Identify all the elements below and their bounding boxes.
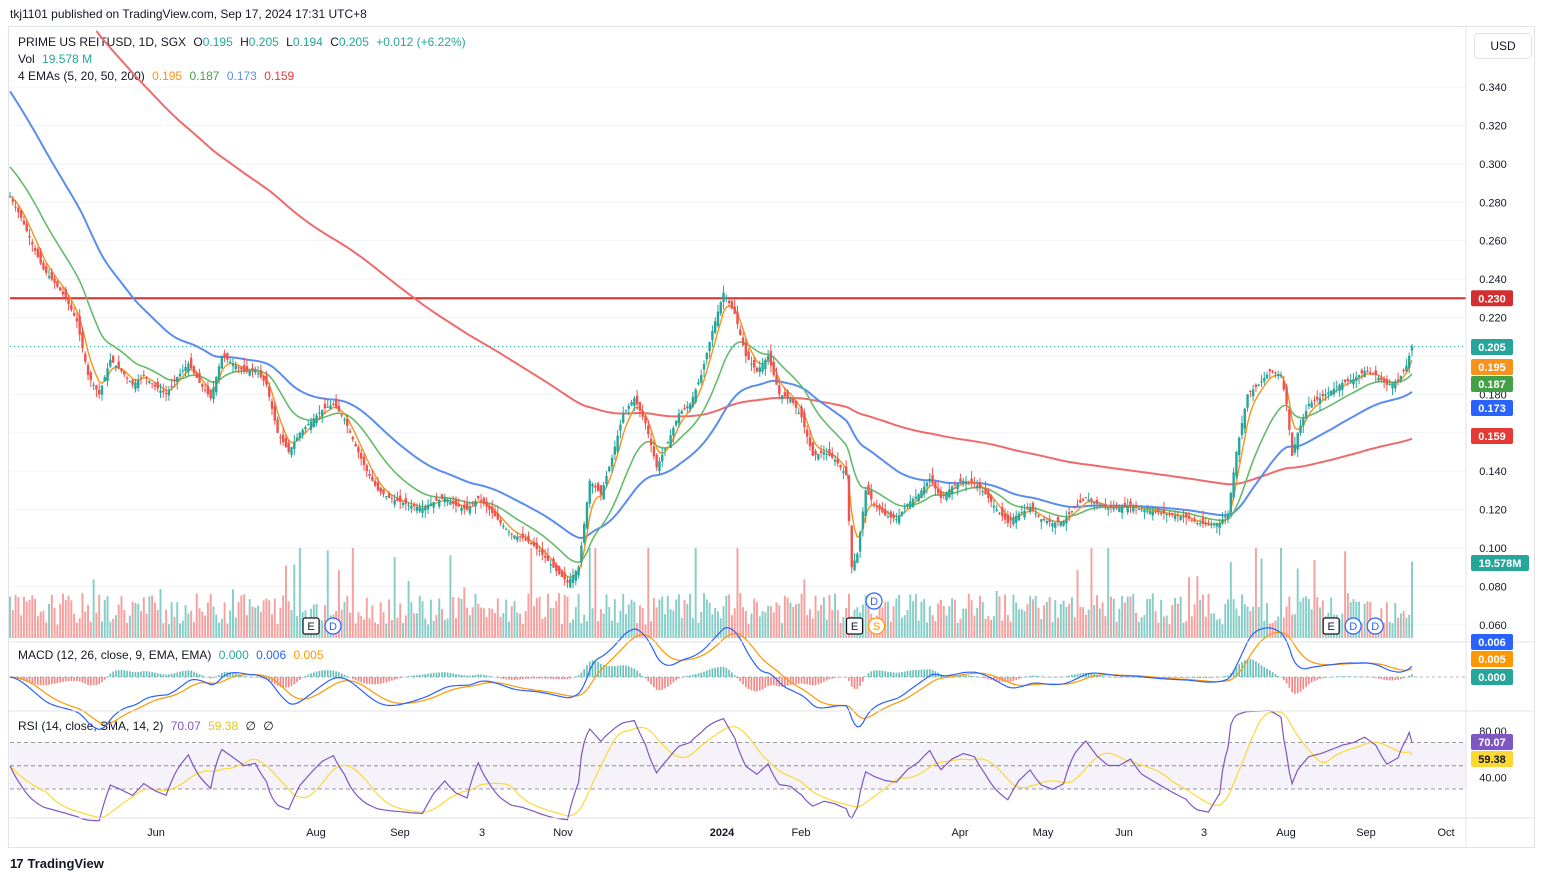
ema200-value: 0.159 [264,69,295,83]
brand-name: TradingView [27,856,104,871]
ema5-value: 0.195 [152,69,183,83]
rsi-legend[interactable]: RSI (14, close, SMA, 14, 2) 70.07 59.38 … [18,719,274,733]
rsi-value: 70.07 [170,719,201,733]
volume-legend[interactable]: Vol 19.578 M [18,52,93,66]
volume-value: 19.578 M [42,52,93,66]
macd-signal-value: 0.005 [293,648,324,662]
currency-button[interactable]: USD [1474,33,1532,59]
tradingview-brand[interactable]: 17 TradingView [10,856,104,871]
publish-info: tkj1101 published on TradingView.com, Se… [10,7,367,21]
rsi-ma-value: 59.38 [208,719,239,733]
tradingview-logo-icon: 17 [10,856,24,871]
macd-hist-value: 0.000 [218,648,249,662]
symbol-legend[interactable]: PRIME US REITUSD, 1D, SGX O0.195 H0.205 … [18,35,474,49]
ema50-value: 0.173 [226,69,257,83]
ohlc-values: O0.195 H0.205 L0.194 C0.205 +0.012 (+6.2… [193,35,466,49]
symbol-title: PRIME US REITUSD, 1D, SGX [18,35,187,49]
chart-frame [8,26,1535,848]
ema-legend[interactable]: 4 EMAs (5, 20, 50, 200) 0.195 0.187 0.17… [18,69,295,83]
macd-line-value: 0.006 [256,648,287,662]
ema20-value: 0.187 [189,69,220,83]
macd-legend[interactable]: MACD (12, 26, close, 9, EMA, EMA) 0.000 … [18,648,324,662]
